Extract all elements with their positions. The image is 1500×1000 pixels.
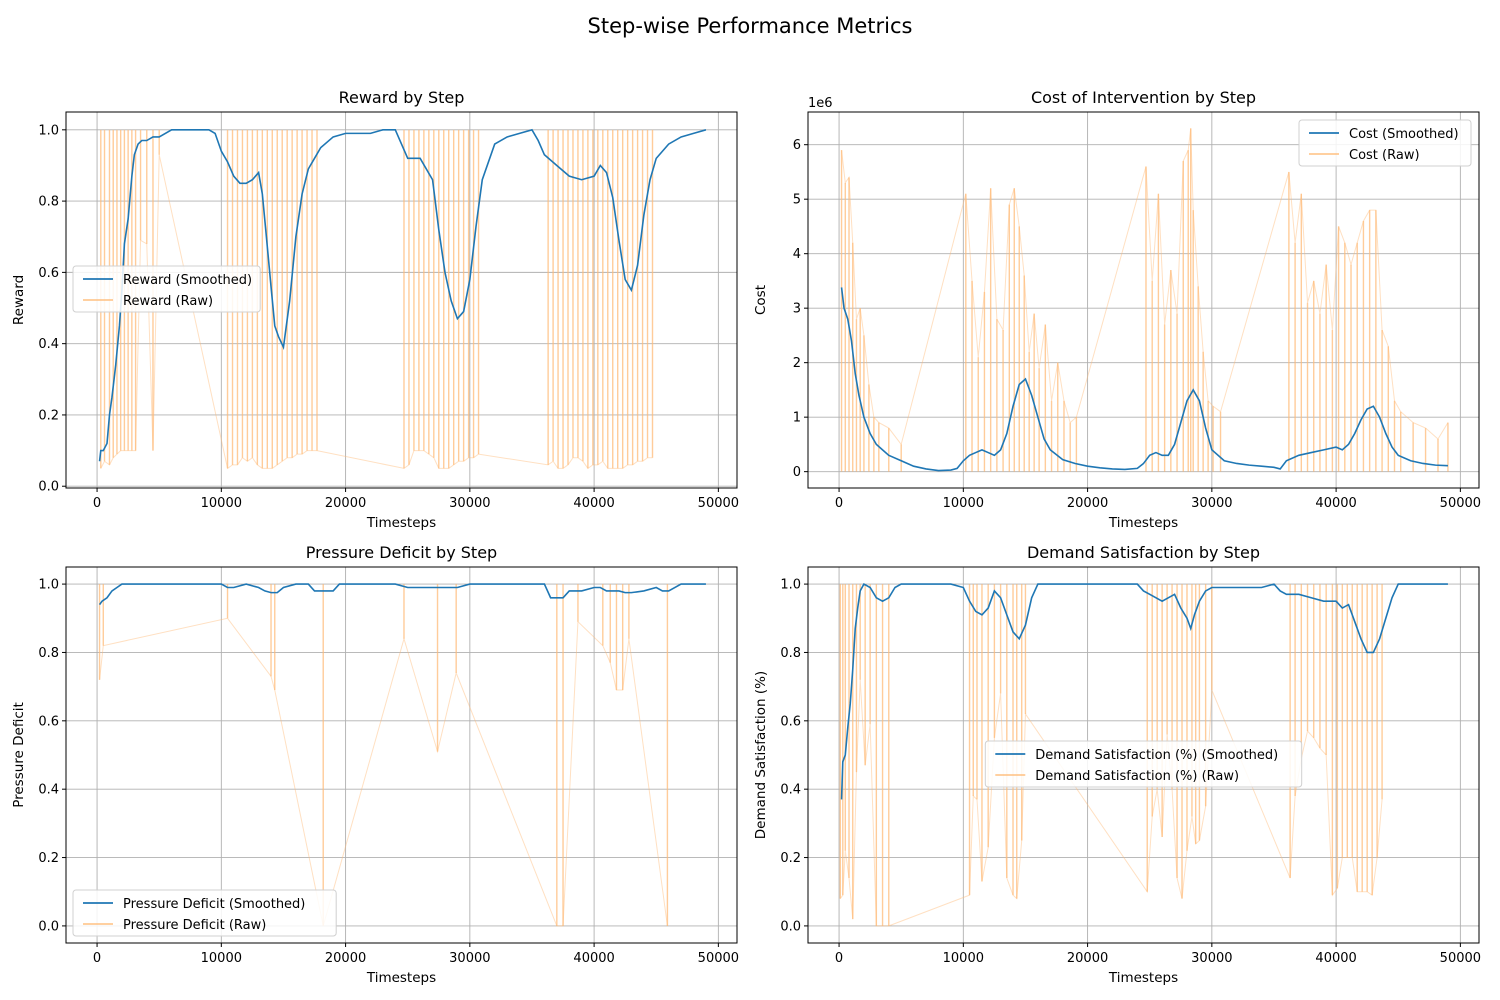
- legend-label: Demand Satisfaction (%) (Raw): [1035, 769, 1239, 784]
- legend-label: Pressure Deficit (Smoothed): [123, 897, 305, 912]
- smoothed-series-line: [840, 287, 1448, 472]
- x-tick-label: 50000: [698, 496, 739, 511]
- x-tick-label: 40000: [1315, 951, 1356, 966]
- x-axis-label: Timesteps: [1108, 970, 1178, 986]
- y-tick-label: 0.6: [780, 714, 801, 729]
- y-tick-label: 1.0: [38, 123, 59, 138]
- x-tick-label: 10000: [943, 951, 984, 966]
- y-tick-label: 1.0: [38, 578, 59, 593]
- y-tick-label: 0.4: [780, 783, 801, 798]
- x-tick-label: 30000: [1191, 496, 1232, 511]
- y-tick-label: 3: [793, 302, 801, 317]
- legend-label: Cost (Raw): [1349, 148, 1420, 163]
- legend-box: [72, 265, 261, 313]
- x-tick-label: 30000: [449, 951, 490, 966]
- legend: Pressure Deficit (Smoothed) Pressure Defi…: [72, 889, 337, 937]
- x-tick-label: 10000: [201, 951, 242, 966]
- y-tick-label: 0.8: [38, 646, 59, 661]
- y-axis-label: Pressure Deficit: [11, 702, 27, 808]
- subplot-2: 0 10000 20000 30000 40000 50000 0 1 2 3 4 5 6 1e6 Cost…: [753, 88, 1481, 531]
- raw-series-line: [99, 617, 668, 927]
- axes-frame: [807, 111, 1480, 489]
- y-tick-label: 0.0: [38, 480, 59, 495]
- x-tick-label: 20000: [325, 496, 366, 511]
- legend-label: Demand Satisfaction (%) (Smoothed): [1035, 748, 1278, 763]
- legend-box: [1298, 119, 1472, 167]
- y-tick-label: 0.6: [38, 266, 59, 281]
- x-tick-label: 20000: [1067, 496, 1108, 511]
- y-tick-label: 1.0: [780, 578, 801, 593]
- axes-frame: [65, 111, 738, 489]
- raw-series-line: [100, 154, 653, 470]
- y-tick-label: 0.8: [780, 646, 801, 661]
- x-tick-label: 30000: [1191, 951, 1232, 966]
- subplot-1: 0 10000 20000 30000 40000 50000 0.0 0.2 0.4 0.6 0.…: [11, 88, 739, 531]
- x-tick-label: 10000: [943, 496, 984, 511]
- y-tick-label: 0.0: [38, 919, 59, 934]
- x-tick-label: 40000: [1315, 496, 1356, 511]
- y-tick-label: 0.2: [780, 851, 801, 866]
- legend-label: Reward (Raw): [123, 294, 213, 309]
- plot-area: [840, 128, 1449, 472]
- x-tick-label: 30000: [449, 496, 490, 511]
- x-tick-label: 10000: [201, 496, 242, 511]
- figure-title: Step-wise Performance Metrics: [587, 14, 913, 38]
- x-axis-label: Timesteps: [366, 515, 436, 531]
- x-axis-label: Timesteps: [366, 970, 436, 986]
- axes-frame: [807, 566, 1480, 944]
- subplot-title: Reward by Step: [339, 88, 465, 107]
- y-axis-label: Reward: [11, 275, 27, 325]
- x-tick-label: 50000: [698, 951, 739, 966]
- subplot-title: Pressure Deficit by Step: [306, 543, 497, 562]
- y-tick-label: 0.4: [38, 783, 59, 798]
- y-tick-label: 0: [793, 465, 801, 480]
- x-tick-label: 40000: [573, 951, 614, 966]
- y-tick-label: 1: [793, 411, 801, 426]
- x-tick-label: 0: [835, 496, 843, 511]
- y-tick-label: 6: [793, 138, 801, 153]
- smoothed-series-line: [840, 583, 1448, 800]
- legend: Reward (Smoothed) Reward (Raw): [72, 265, 261, 313]
- y-tick-label: 0.8: [38, 195, 59, 210]
- subplot-4: 0 10000 20000 30000 40000 50000 0.0 0.2 0.4 0.6 0.…: [753, 543, 1481, 986]
- x-tick-label: 50000: [1440, 496, 1481, 511]
- y-tick-label: 0.2: [38, 851, 59, 866]
- x-tick-label: 50000: [1440, 951, 1481, 966]
- x-tick-label: 20000: [1067, 951, 1108, 966]
- axes-frame: [65, 566, 738, 944]
- legend-label: Cost (Smoothed): [1349, 127, 1459, 142]
- legend-label: Reward (Smoothed): [123, 273, 252, 288]
- x-tick-label: 0: [835, 951, 843, 966]
- legend-label: Pressure Deficit (Raw): [123, 918, 266, 933]
- x-tick-label: 40000: [573, 496, 614, 511]
- y-offset-label: 1e6: [808, 96, 833, 111]
- x-tick-label: 0: [93, 496, 101, 511]
- x-tick-label: 0: [93, 951, 101, 966]
- subplot-title: Cost of Intervention by Step: [1031, 88, 1256, 107]
- plot-area: [98, 583, 706, 927]
- legend: Cost (Smoothed) Cost (Raw): [1298, 119, 1472, 167]
- subplot-title: Demand Satisfaction by Step: [1027, 543, 1260, 562]
- y-tick-label: 4: [793, 247, 801, 262]
- legend-box: [984, 740, 1303, 788]
- y-tick-label: 2: [793, 356, 801, 371]
- y-tick-label: 5: [793, 193, 801, 208]
- y-tick-label: 0.2: [38, 408, 59, 423]
- x-axis-label: Timesteps: [1108, 515, 1178, 531]
- y-tick-label: 0.4: [38, 337, 59, 352]
- y-axis-label: Demand Satisfaction (%): [753, 671, 769, 839]
- smoothed-series-line: [98, 583, 706, 606]
- legend-box: [72, 889, 337, 937]
- raw-series-line: [841, 128, 1449, 446]
- y-tick-label: 0.6: [38, 714, 59, 729]
- y-tick-label: 0.0: [780, 919, 801, 934]
- smoothed-series-line: [98, 128, 707, 462]
- legend: Demand Satisfaction (%) (Smoothed) Demand…: [984, 740, 1303, 788]
- plot-area: [839, 583, 1448, 927]
- y-axis-label: Cost: [753, 285, 769, 315]
- x-tick-label: 20000: [325, 951, 366, 966]
- subplot-3: 0 10000 20000 30000 40000 50000 0.0 0.2 0.4 0.6 0.…: [11, 543, 739, 986]
